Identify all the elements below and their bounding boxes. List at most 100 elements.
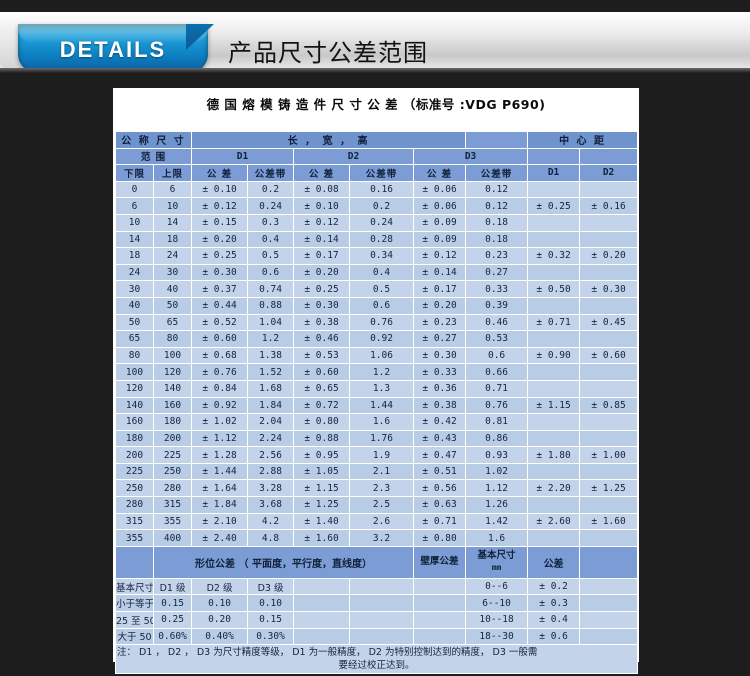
cell-band-d2: 0.16: [349, 180, 415, 199]
cell-tol-d1: ± 0.76: [191, 363, 249, 381]
cell-band-d2: 0.34: [349, 247, 415, 265]
cell-tol-d1: ± 1.64: [191, 479, 249, 498]
cell-cd-d1: [527, 529, 581, 547]
cell-tol-d2: ± 0.25: [293, 280, 351, 298]
cell-cd-d1: [527, 180, 581, 199]
table-row: 6 10 ± 0.12 0.24 ± 0.10 0.2 ± 0.06 0.12 ± 0.25 ± …: [115, 197, 639, 215]
cell-tol-d1: ± 0.52: [191, 313, 249, 332]
cell-lower-limit: 10: [115, 213, 154, 232]
cell-band-d2: 0.76: [349, 313, 415, 332]
cell-cd-d2: [579, 263, 639, 282]
cell-cd-d2: ± 1.60: [579, 512, 639, 531]
cell-upper-limit: 14: [152, 213, 193, 232]
cell-tol-d3: ± 0.42: [413, 413, 467, 431]
cell-upper-limit: 160: [152, 396, 193, 415]
cell-band-d2: 0.4: [349, 263, 415, 282]
table-row: 24 30 ± 0.30 0.6 ± 0.20 0.4 ± 0.14 0.27: [115, 263, 639, 282]
cell-tol-d2: ± 0.30: [293, 296, 351, 315]
footnote: 注： D1 ， D2 ， D3 为尺寸精度等级， D1 为一般精度， D2 为特…: [114, 644, 639, 675]
cell-cd-d1: [527, 413, 581, 431]
bottom-spacer-d: [579, 611, 639, 629]
bottom-spacer-a: [293, 577, 351, 596]
cell-upper-limit: 6: [152, 180, 193, 199]
cell-tol-d2: ± 1.05: [293, 462, 351, 481]
header-tolerance-d2: 公 差: [293, 164, 351, 182]
bottom-size-tolerance: ± 0.2: [527, 577, 581, 596]
cell-tol-d3: ± 0.47: [413, 446, 467, 464]
cell-tol-d1: ± 0.84: [191, 379, 249, 398]
bottom-form-d2: 0.40%: [191, 627, 249, 646]
cell-tol-d3: ± 0.14: [413, 263, 467, 282]
cell-lower-limit: 24: [115, 263, 154, 282]
cell-tol-d3: ± 0.36: [413, 379, 467, 398]
bottom-form-d1: 0.25: [152, 611, 193, 629]
header-band-d1: 公差带: [247, 164, 295, 182]
table-row: 225 250 ± 1.44 2.88 ± 1.05 2.1 ± 0.51 1.02: [115, 462, 639, 481]
cell-band-d2: 2.3: [349, 479, 415, 498]
header-spacer-3: [579, 147, 639, 166]
cell-tol-d2: ± 0.38: [293, 313, 351, 332]
cell-band-d2: 1.3: [349, 379, 415, 398]
bottom-header-basic-size-unit: mm: [491, 563, 502, 573]
cell-band-d2: 1.9: [349, 446, 415, 464]
cell-upper-limit: 40: [152, 280, 193, 298]
bottom-header-basic-size: 基本尺寸 mm: [465, 545, 529, 579]
cell-tol-d3: ± 0.09: [413, 230, 467, 249]
cell-band-d2: 1.44: [349, 396, 415, 415]
footnote-row: 注： D1 ， D2 ， D3 为尺寸精度等级， D1 为一般精度， D2 为特…: [114, 644, 639, 675]
bottom-spacer-a: [293, 594, 351, 613]
cell-band-d1: 0.24: [247, 197, 295, 215]
header-tolerance-d1: 公 差: [191, 164, 249, 182]
bottom-form-d2: 0.10: [191, 594, 249, 613]
cell-tol-d3: ± 0.56: [413, 479, 467, 498]
bottom-form-range: 小于等于 25: [115, 594, 154, 613]
bottom-spacer-d: [579, 594, 639, 613]
cell-cd-d2: ± 0.30: [579, 280, 639, 298]
cell-cd-d2: ± 0.45: [579, 313, 639, 332]
table-header-row-2: 范 围 D1 D2 D3: [114, 147, 639, 166]
cell-lower-limit: 6: [115, 197, 154, 215]
cell-cd-d1: ± 1.80: [527, 446, 581, 464]
cell-band-d3: 0.76: [465, 396, 529, 415]
cell-lower-limit: 160: [115, 413, 154, 431]
cell-tol-d3: ± 0.63: [413, 496, 467, 514]
cell-band-d1: 3.28: [247, 479, 295, 498]
cell-band-d2: 0.24: [349, 213, 415, 232]
cell-tol-d3: ± 0.51: [413, 462, 467, 481]
table-row: 280 315 ± 1.84 3.68 ± 1.25 2.5 ± 0.63 1.26: [115, 496, 639, 514]
cell-band-d1: 0.4: [247, 230, 295, 249]
cell-cd-d1: ± 0.71: [527, 313, 581, 332]
bottom-spacer-b: [349, 594, 415, 613]
cell-band-d1: 0.74: [247, 280, 295, 298]
cell-tol-d1: ± 0.30: [191, 263, 249, 282]
cell-band-d1: 2.04: [247, 413, 295, 431]
table-row: 0 6 ± 0.10 0.2 ± 0.08 0.16 ± 0.06 0.12: [115, 180, 639, 199]
bottom-header-form-tolerance: 形位公差 （ 平面度，平行度，直线度）: [152, 545, 415, 579]
bottom-subheader-d1: D1 级: [152, 577, 193, 596]
table-row: 200 225 ± 1.28 2.56 ± 0.95 1.9 ± 0.47 0.93 ± 1.8…: [115, 446, 639, 464]
cell-cd-d1: ± 0.32: [527, 247, 581, 265]
cell-upper-limit: 180: [152, 413, 193, 431]
header-center-distance: 中 心 距: [527, 131, 639, 149]
cell-lower-limit: 315: [115, 512, 154, 531]
cell-tol-d3: ± 0.23: [413, 313, 467, 332]
cell-upper-limit: 120: [152, 363, 193, 381]
cell-lower-limit: 50: [115, 313, 154, 332]
cell-band-d3: 0.39: [465, 296, 529, 315]
cell-cd-d2: [579, 180, 639, 199]
cell-cd-d2: [579, 529, 639, 547]
cell-tol-d2: ± 0.72: [293, 396, 351, 415]
bottom-spacer-a: [293, 627, 351, 646]
header-upper-limit: 上限: [152, 164, 193, 182]
header-d3: D3: [413, 147, 529, 166]
cell-band-d2: 3.2: [349, 529, 415, 547]
cell-tol-d1: ± 2.10: [191, 512, 249, 531]
cell-band-d3: 1.6: [465, 529, 529, 547]
bottom-subheader-basic-size-label: 基本尺寸: [116, 582, 154, 594]
bottom-form-d3: 0.10: [247, 594, 295, 613]
cell-tol-d1: ± 0.37: [191, 280, 249, 298]
bottom-form-d3: 0.15: [247, 611, 295, 629]
bottom-spacer-a: [293, 611, 351, 629]
cell-band-d2: 1.2: [349, 363, 415, 381]
bottom-size-range: 18--30: [465, 627, 529, 646]
